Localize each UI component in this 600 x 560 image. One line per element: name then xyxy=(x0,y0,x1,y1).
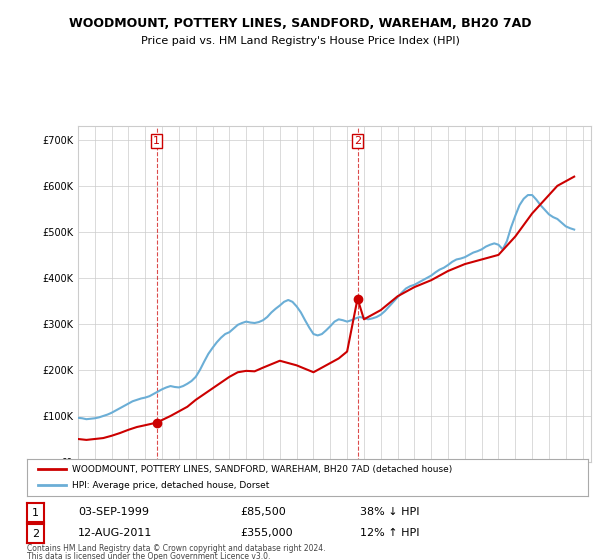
Text: This data is licensed under the Open Government Licence v3.0.: This data is licensed under the Open Gov… xyxy=(27,552,271,560)
Text: £355,000: £355,000 xyxy=(240,528,293,538)
Text: Contains HM Land Registry data © Crown copyright and database right 2024.: Contains HM Land Registry data © Crown c… xyxy=(27,544,325,553)
Text: 38% ↓ HPI: 38% ↓ HPI xyxy=(360,507,419,517)
Text: 2: 2 xyxy=(32,529,39,539)
Text: 12% ↑ HPI: 12% ↑ HPI xyxy=(360,528,419,538)
Text: 12-AUG-2011: 12-AUG-2011 xyxy=(78,528,152,538)
Text: £85,500: £85,500 xyxy=(240,507,286,517)
Text: 1: 1 xyxy=(32,508,39,518)
Text: 2: 2 xyxy=(354,136,361,146)
Text: WOODMOUNT, POTTERY LINES, SANDFORD, WAREHAM, BH20 7AD (detached house): WOODMOUNT, POTTERY LINES, SANDFORD, WARE… xyxy=(72,465,452,474)
Text: 03-SEP-1999: 03-SEP-1999 xyxy=(78,507,149,517)
Text: Price paid vs. HM Land Registry's House Price Index (HPI): Price paid vs. HM Land Registry's House … xyxy=(140,36,460,46)
Text: 1: 1 xyxy=(153,136,160,146)
Text: HPI: Average price, detached house, Dorset: HPI: Average price, detached house, Dors… xyxy=(72,481,269,490)
Text: WOODMOUNT, POTTERY LINES, SANDFORD, WAREHAM, BH20 7AD: WOODMOUNT, POTTERY LINES, SANDFORD, WARE… xyxy=(69,17,531,30)
